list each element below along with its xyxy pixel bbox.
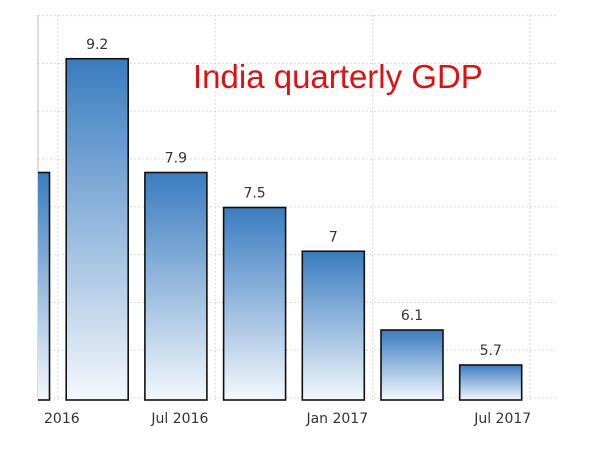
value-label: 6.1 [401, 308, 423, 324]
bars [38, 57, 523, 401]
x-tick-label: Jul 2017 [473, 411, 531, 427]
bar-jul-2017 [458, 364, 523, 401]
bar-oct-2016 [222, 206, 287, 401]
value-label: 9.2 [86, 37, 108, 53]
x-tick-label: Jul 2016 [150, 411, 208, 427]
value-label: 5.7 [480, 343, 502, 359]
value-label: 7.9 [165, 151, 187, 167]
bar-jul-2016 [144, 171, 208, 401]
chart-title: India quarterly GDP [193, 58, 483, 95]
bar-apr-2016 [65, 57, 129, 401]
x-axis-ticks: 2016 Jul 2016 Jan 2017 Jul 2017 [44, 411, 531, 427]
value-label: 7.5 [243, 186, 265, 202]
x-tick-label: 2016 [44, 411, 80, 427]
bar-apr-2017 [380, 329, 444, 401]
value-labels: 9.2 7.9 7.5 7 6.1 5.7 [86, 37, 502, 359]
bar-jan-2017 [301, 250, 366, 401]
x-tick-label: Jan 2017 [305, 411, 368, 427]
bar-jan-2016 [38, 171, 51, 401]
value-label: 7 [329, 229, 338, 245]
gridlines [37, 15, 556, 400]
